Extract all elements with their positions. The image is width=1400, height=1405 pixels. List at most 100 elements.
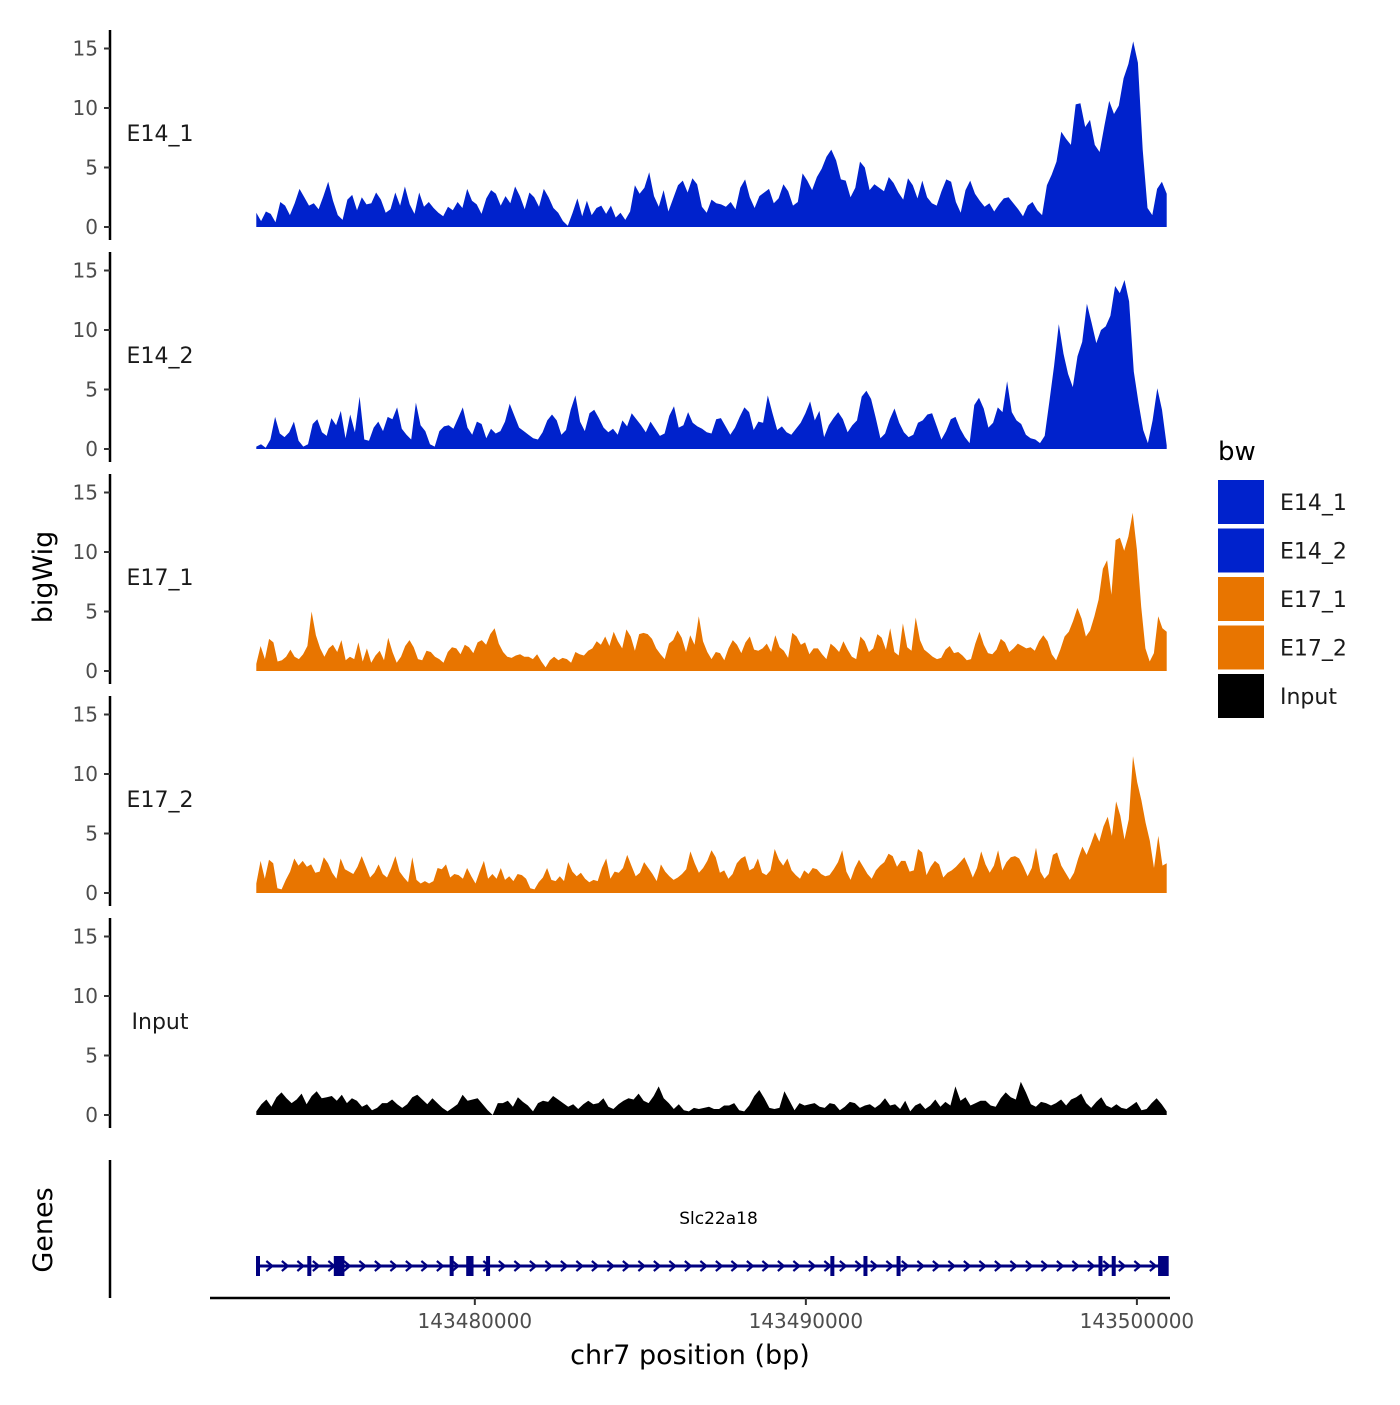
strand-arrow — [358, 1260, 368, 1272]
exon-mark — [486, 1256, 491, 1276]
track-E14_1: 0 5 10 15 E14_1 — [73, 30, 1167, 240]
y-tick-label: 10 — [73, 318, 98, 342]
track-Input: 0 5 10 15 Input — [73, 918, 1167, 1128]
strand-arrow — [916, 1260, 926, 1272]
y-tick-label: 15 — [73, 259, 98, 283]
strand-arrow — [994, 1260, 1003, 1272]
strand-arrow — [451, 1260, 461, 1272]
strand-arrow — [1009, 1260, 1019, 1272]
strand-arrow — [1118, 1260, 1127, 1272]
legend-label: E14_1 — [1280, 491, 1347, 516]
strand-arrow — [296, 1260, 306, 1272]
gene-name-label: Slc22a18 — [679, 1209, 758, 1229]
strand-arrow — [1102, 1260, 1112, 1272]
track-E17_1: 0 5 10 15 E17_1 — [73, 474, 1167, 684]
y-tick-label: 5 — [85, 156, 98, 180]
x-tick-label: 143490000 — [749, 1309, 864, 1333]
legend: bw E14_1 E14_2 E17_1 E17_2 Input — [1218, 437, 1347, 718]
exon-mark — [1098, 1256, 1103, 1276]
legend-swatch — [1218, 674, 1264, 718]
exon-mark — [896, 1256, 901, 1276]
strand-arrow — [1040, 1260, 1050, 1272]
strand-arrow — [265, 1260, 275, 1272]
strand-arrow — [668, 1260, 678, 1272]
strand-arrow — [498, 1260, 507, 1272]
signal-area-E14_2 — [256, 280, 1167, 449]
y-tick-label: 5 — [85, 378, 98, 402]
x-tick-label: 143500000 — [1080, 1309, 1195, 1333]
legend-title: bw — [1218, 437, 1256, 467]
legend-entry-E17_1: E17_1 — [1218, 577, 1347, 621]
legend-swatch — [1218, 625, 1264, 670]
track-label: E14_1 — [127, 122, 194, 147]
exon-mark — [1158, 1256, 1163, 1276]
gene-track: Slc22a18 — [108, 1160, 1169, 1298]
strand-arrow — [870, 1260, 879, 1272]
track-E14_2: 0 5 10 15 E14_2 — [73, 252, 1167, 462]
exon-mark — [449, 1256, 454, 1276]
legend-entry-E14_2: E14_2 — [1218, 528, 1347, 573]
legend-label: E17_2 — [1280, 637, 1347, 662]
y-tick-label: 0 — [85, 881, 98, 905]
y-tick-label: 5 — [85, 822, 98, 846]
exon-mark — [830, 1256, 835, 1276]
y-tick-label: 5 — [85, 1044, 98, 1068]
strand-arrow — [901, 1260, 910, 1272]
legend-label: Input — [1280, 685, 1337, 710]
y-tick-label: 0 — [85, 1103, 98, 1127]
strand-arrow — [1087, 1260, 1096, 1272]
strand-arrow — [854, 1260, 864, 1272]
exon-mark — [1164, 1256, 1169, 1276]
signal-area-E17_1 — [256, 512, 1167, 671]
strand-arrow — [978, 1260, 988, 1272]
strand-arrow — [1056, 1260, 1065, 1272]
strand-arrow — [637, 1260, 647, 1272]
legend-swatch — [1218, 528, 1264, 573]
exon-mark — [256, 1256, 260, 1276]
legend-entry-E17_2: E17_2 — [1218, 625, 1347, 670]
strand-arrow — [1071, 1260, 1081, 1272]
strand-arrow — [839, 1260, 848, 1272]
legend-swatch — [1218, 480, 1264, 524]
track-label: E17_2 — [127, 788, 194, 813]
y-axis-title: bigWig — [28, 531, 59, 624]
strand-arrow — [653, 1260, 662, 1272]
strand-arrow — [622, 1260, 631, 1272]
genes-track-title: Genes — [28, 1187, 59, 1272]
exon-mark — [307, 1256, 312, 1276]
y-tick-label: 10 — [73, 540, 98, 564]
strand-arrow — [932, 1260, 941, 1272]
strand-arrow — [746, 1260, 755, 1272]
strand-arrow — [560, 1260, 569, 1272]
exon-mark — [1161, 1256, 1166, 1276]
track-E17_2: 0 5 10 15 E17_2 — [73, 696, 1167, 906]
strand-arrow — [405, 1260, 414, 1272]
strand-arrow — [885, 1260, 895, 1272]
legend-label: E14_2 — [1280, 540, 1347, 565]
strand-arrow — [808, 1260, 817, 1272]
strand-arrow — [606, 1260, 616, 1272]
tracks-layer: 0 5 10 15 E14_1 0 5 10 15 E14_2 0 5 10 15 E17_1 0 5 10 15 E… — [73, 30, 1167, 1128]
strand-arrow — [436, 1260, 445, 1272]
strand-arrow — [715, 1260, 724, 1272]
exon-mark — [469, 1256, 474, 1276]
legend-label: E17_1 — [1280, 588, 1347, 613]
y-tick-label: 0 — [85, 659, 98, 683]
strand-arrow — [513, 1260, 523, 1272]
strand-arrow — [312, 1260, 321, 1272]
y-tick-label: 5 — [85, 600, 98, 624]
strand-arrow — [281, 1260, 290, 1272]
strand-arrow — [684, 1260, 693, 1272]
strand-arrow — [699, 1260, 709, 1272]
y-tick-label: 10 — [73, 96, 98, 120]
strand-arrow — [777, 1260, 786, 1272]
y-tick-label: 15 — [73, 925, 98, 949]
signal-area-Input — [256, 1081, 1167, 1115]
track-label: E17_1 — [127, 566, 194, 591]
y-tick-label: 0 — [85, 215, 98, 239]
legend-entries: E14_1 E14_2 E17_1 E17_2 Input — [1218, 480, 1347, 718]
track-label: E14_2 — [127, 344, 194, 369]
gene-Slc22a18: Slc22a18 — [256, 1209, 1169, 1276]
